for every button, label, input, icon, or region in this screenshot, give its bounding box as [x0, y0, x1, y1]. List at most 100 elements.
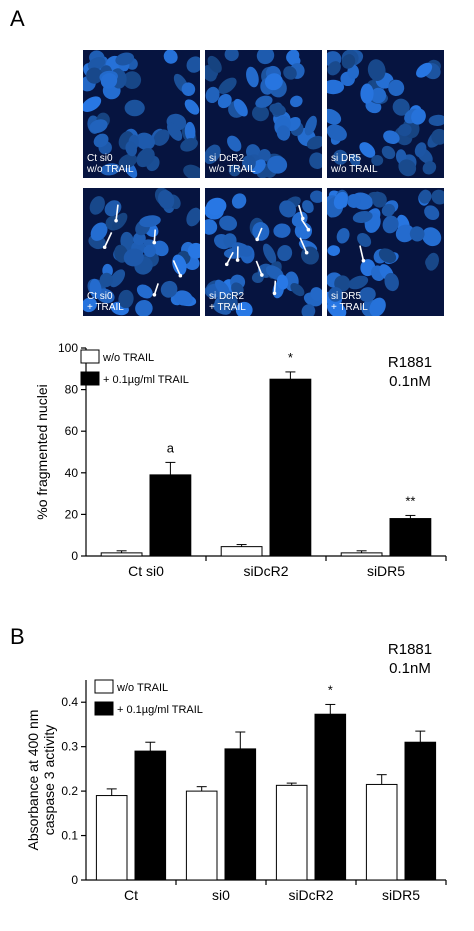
nucleus: [369, 297, 386, 316]
nucleus: [83, 96, 102, 112]
nucleus: [327, 245, 340, 257]
nucleus: [115, 52, 135, 66]
arrow-marker: [298, 204, 304, 219]
significance-label: *: [328, 682, 333, 697]
nucleus: [346, 194, 361, 208]
nuclei-image: [205, 50, 322, 178]
nucleus: [384, 272, 399, 292]
x-tick-label: siDcR2: [288, 887, 333, 903]
arrow-marker: [153, 283, 159, 296]
nucleus: [231, 193, 247, 209]
y-tick-label: 20: [65, 507, 79, 521]
nucleus: [90, 222, 108, 241]
nucleus: [172, 254, 187, 276]
nucleus: [241, 155, 256, 171]
nucleus: [414, 142, 427, 158]
arrow-head: [178, 273, 183, 278]
arrow-marker: [300, 219, 310, 231]
x-tick-label: Ct: [124, 887, 138, 903]
y-tick-label: 0.2: [61, 784, 78, 798]
legend-label: + 0.1µg/ml TRAIL: [103, 374, 189, 386]
nucleus: [184, 121, 196, 142]
tile-label: si DR5 + TRAIL: [331, 291, 368, 313]
legend-label: w/o TRAIL: [116, 682, 168, 694]
nuclei-image: [83, 188, 200, 316]
nucleus: [310, 287, 322, 301]
arrow-head: [102, 245, 107, 250]
nucleus: [301, 304, 316, 316]
nucleus: [262, 243, 277, 264]
nucleus: [167, 122, 183, 141]
nucleus: [286, 50, 300, 64]
nucleus: [143, 244, 156, 258]
nucleus: [310, 190, 322, 203]
nucleus: [184, 99, 200, 115]
bar: [275, 784, 308, 881]
nucleus: [136, 148, 155, 168]
nucleus: [186, 207, 200, 227]
micrograph-tile: si DcR2 + TRAIL: [205, 188, 322, 316]
arrow-marker: [299, 237, 308, 254]
nucleus: [205, 86, 220, 104]
nuclei-image: [327, 189, 444, 316]
micrograph-tile: Ct si0 + TRAIL: [83, 188, 200, 316]
nucleus: [378, 248, 397, 264]
y-tick-label: 0.3: [61, 740, 78, 754]
y-tick-label: 0: [71, 873, 78, 887]
nucleus: [118, 153, 138, 169]
nucleus: [352, 211, 373, 223]
nucleus: [186, 56, 200, 73]
nucleus: [227, 135, 242, 152]
nuclei-image: [83, 50, 200, 178]
nucleus: [109, 269, 126, 288]
arrow-marker: [359, 245, 365, 261]
y-axis-label: Absorbance at 400 nm: [25, 710, 41, 851]
nucleus: [349, 153, 361, 167]
arrow-marker: [103, 232, 113, 248]
y-tick-label: 80: [65, 383, 79, 397]
arrow-marker: [115, 204, 119, 221]
arrow-head: [235, 258, 240, 262]
nucleus: [89, 196, 105, 215]
arrow-marker: [153, 229, 157, 243]
nuclei-image: [205, 190, 322, 316]
nucleus: [163, 50, 178, 64]
nucleus: [87, 57, 106, 71]
x-tick-label: siDR5: [382, 887, 420, 903]
nucleus: [371, 154, 384, 166]
nucleus: [425, 255, 439, 270]
nucleus: [100, 163, 121, 176]
y-tick-label: 0.1: [61, 829, 78, 843]
nucleus: [276, 125, 291, 141]
nucleus: [428, 114, 444, 127]
nucleus: [341, 54, 356, 69]
nucleus: [304, 115, 317, 136]
nucleus: [290, 283, 305, 297]
nucleus: [207, 55, 222, 73]
arrow-marker: [273, 280, 277, 294]
bar: [365, 783, 398, 881]
nucleus: [359, 287, 376, 303]
nucleus: [153, 240, 169, 257]
arrow-head: [306, 227, 311, 232]
arrow-head: [361, 258, 366, 263]
nucleus: [327, 124, 347, 142]
nucleus: [372, 192, 387, 208]
arrow-head: [224, 262, 229, 267]
significance-label: *: [288, 350, 293, 365]
legend-swatch: [94, 679, 114, 694]
nucleus: [421, 227, 442, 247]
nucleus: [123, 248, 144, 267]
x-tick-label: siDR5: [367, 563, 405, 579]
nucleus: [276, 274, 289, 290]
nucleus: [333, 149, 348, 165]
nucleus: [205, 144, 221, 165]
nucleus: [219, 215, 238, 231]
condition-label: R1881: [388, 641, 432, 658]
nucleus: [392, 98, 410, 116]
nuclei-image: [327, 50, 444, 177]
arrow-head: [255, 237, 259, 242]
nucleus: [160, 280, 178, 298]
arrow-head: [300, 216, 305, 221]
nucleus: [135, 299, 153, 316]
